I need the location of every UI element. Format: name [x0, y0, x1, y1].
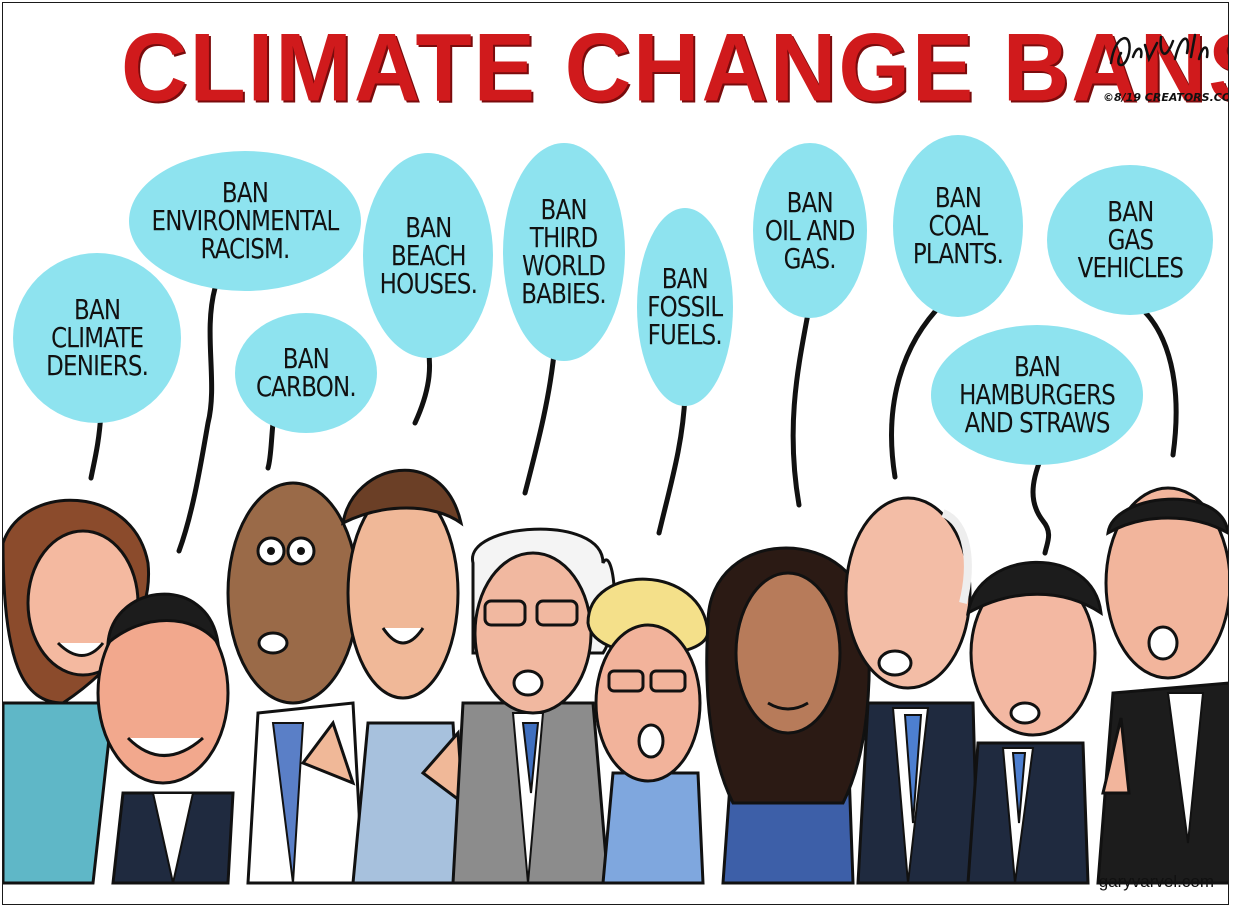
bubble-text: BAN FOSSIL FUELS.	[647, 262, 723, 351]
figure-2	[96, 592, 235, 885]
speech-bubble-environmental-racism: BAN ENVIRONMENTAL RACISM.	[129, 151, 361, 291]
bubble-text: BAN HAMBURGERS AND STRAWS	[959, 350, 1116, 439]
bubble-text: BAN ENVIRONMENTAL RACISM.	[151, 176, 340, 265]
cartoon-title: CLIMATE CHANGE BANS	[121, 14, 1229, 122]
figure-5	[451, 527, 617, 885]
figure-9	[966, 560, 1103, 885]
figure-10	[1096, 486, 1228, 885]
bubble-text: BAN GAS VEHICLES	[1077, 195, 1183, 284]
speech-bubble-carbon: BAN CARBON.	[235, 313, 377, 433]
speech-bubble-beach-houses: BAN BEACH HOUSES.	[363, 153, 493, 358]
speech-bubble-third-world-babies: BAN THIRD WORLD BABIES.	[503, 143, 625, 361]
bubble-text: BAN OIL AND GAS.	[765, 185, 856, 275]
bubble-text: BAN COAL PLANTS.	[912, 181, 1004, 270]
artist-signature-logo	[1109, 33, 1209, 67]
bubble-text: BAN THIRD WORLD BABIES.	[521, 193, 607, 310]
figure-6	[586, 577, 710, 885]
speech-bubble-hamburgers-and-straws: BAN HAMBURGERS AND STRAWS	[931, 325, 1143, 465]
figure-3	[226, 481, 365, 885]
artist-website: garyvarvel.com	[1098, 872, 1214, 891]
speech-bubble-fossil-fuels: BAN FOSSIL FUELS.	[637, 208, 733, 406]
figure-4	[300, 468, 465, 885]
figure-8	[844, 496, 980, 885]
copyright-notice: ©8/19 CREATORS.COM	[1103, 91, 1229, 104]
bubble-text: BAN BEACH HOUSES.	[379, 210, 477, 300]
caricature-crowd	[3, 468, 1228, 885]
speech-bubble-climate-deniers: BAN CLIMATE DENIERS.	[13, 253, 181, 423]
speech-bubble-oil-and-gas: BAN OIL AND GAS.	[753, 143, 867, 318]
figure-7	[705, 546, 871, 885]
speech-bubble-coal-plants: BAN COAL PLANTS.	[893, 135, 1023, 317]
speech-bubble-gas-vehicles: BAN GAS VEHICLES	[1047, 165, 1213, 315]
bubble-text: BAN CARBON.	[256, 342, 357, 403]
bubble-text: BAN CLIMATE DENIERS.	[46, 293, 149, 382]
